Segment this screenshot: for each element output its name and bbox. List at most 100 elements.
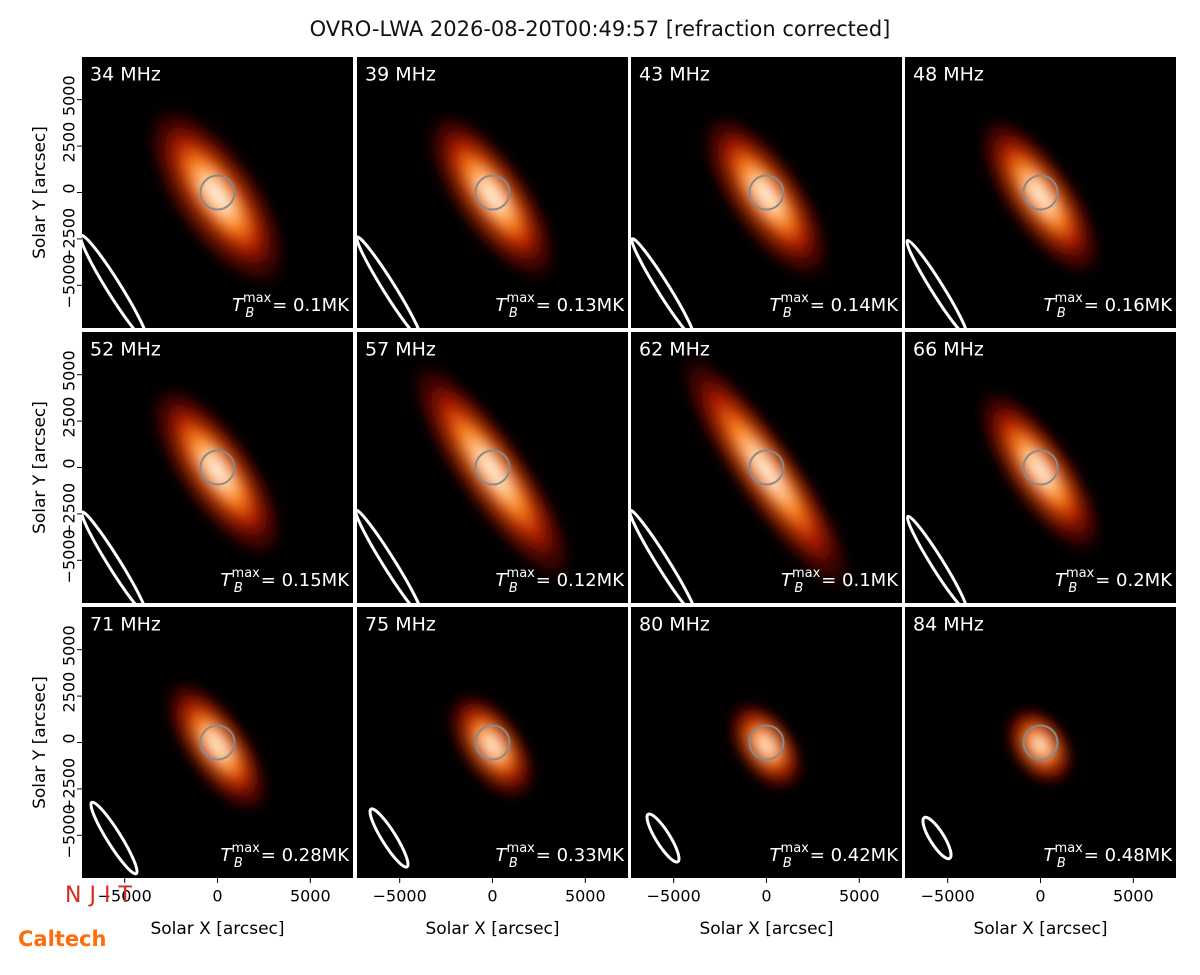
frequency-label: 39 MHz — [365, 64, 436, 86]
beam — [905, 514, 969, 603]
y-tick-label: −2500 — [60, 483, 79, 537]
frequency-label: 34 MHz — [90, 64, 161, 86]
tb-value: = 0.13MK — [536, 295, 625, 316]
emission — [986, 124, 1094, 267]
x-axis-label: Solar X [arcsec] — [150, 919, 284, 939]
panel — [357, 607, 628, 878]
tb-symbol-sup: max — [1055, 291, 1084, 306]
tb-value: = 0.28MK — [261, 845, 350, 866]
solar-disk — [1022, 449, 1059, 486]
emission — [159, 393, 275, 548]
tb-symbol: T — [496, 845, 509, 866]
tb-symbol: T — [221, 845, 234, 866]
tb-symbol-sub: B — [783, 306, 792, 321]
beam — [357, 508, 424, 603]
tb-symbol-sup: max — [243, 291, 272, 306]
tb-max-label: Tmax B = 0.2MK — [1055, 566, 1173, 596]
tb-value: = 0.33MK — [536, 845, 625, 866]
tb-max-label: Tmax B = 0.13MK — [496, 291, 626, 321]
frequency-label: 75 MHz — [365, 614, 436, 636]
frequency-label: 48 MHz — [913, 64, 984, 86]
caltech-logo: Caltech — [18, 927, 106, 951]
emission — [156, 115, 278, 276]
tb-symbol-sub: B — [245, 306, 254, 321]
x-tick-label: −5000 — [98, 887, 152, 906]
emission — [734, 706, 798, 785]
tb-symbol: T — [770, 295, 783, 316]
x-tick-label: −5000 — [647, 887, 701, 906]
solar-disk — [474, 174, 511, 211]
solar-disk — [748, 449, 785, 486]
panel — [357, 332, 628, 603]
beam — [631, 508, 698, 603]
x-tick-label: 0 — [1035, 887, 1045, 906]
frequency-label: 62 MHz — [639, 339, 710, 361]
panel — [905, 607, 1176, 878]
tb-value: = 0.2MK — [1095, 570, 1173, 591]
y-tick-label: 5000 — [60, 625, 79, 666]
panel — [82, 607, 353, 878]
tb-symbol: T — [1055, 570, 1068, 591]
beam — [82, 510, 148, 603]
beam — [645, 812, 681, 864]
emission — [985, 396, 1095, 544]
y-axis-label: Solar Y [arcsec] — [30, 676, 50, 809]
solar-disk — [199, 449, 236, 486]
tb-symbol-sup: max — [507, 566, 536, 581]
y-tick-label: −2500 — [60, 208, 79, 262]
panel — [631, 607, 902, 878]
tb-max-label: Tmax B = 0.1MK — [232, 291, 350, 321]
solar-disk — [199, 724, 236, 761]
tb-symbol-sup: max — [232, 841, 261, 856]
tb-symbol: T — [232, 295, 245, 316]
beam — [905, 238, 969, 328]
tb-max-label: Tmax B = 0.28MK — [221, 841, 351, 871]
beam — [368, 807, 410, 869]
panel — [631, 332, 902, 603]
panel — [82, 332, 353, 603]
tb-symbol-sub: B — [509, 581, 518, 596]
tb-symbol: T — [1044, 295, 1057, 316]
njit-logo: NJIT — [65, 883, 140, 908]
tb-symbol-sup: max — [1066, 566, 1095, 581]
panel — [905, 57, 1176, 328]
x-axis-label: Solar X [arcsec] — [425, 919, 559, 939]
tb-symbol-sub: B — [234, 581, 243, 596]
x-axis-label: Solar X [arcsec] — [973, 919, 1107, 939]
emission — [688, 362, 844, 578]
y-tick-label: 2500 — [60, 122, 79, 163]
y-tick-label: 2500 — [60, 397, 79, 438]
panel — [905, 332, 1176, 603]
tb-value: = 0.42MK — [810, 845, 899, 866]
panel — [82, 57, 353, 328]
tb-symbol-sub: B — [234, 856, 243, 871]
emission — [435, 119, 549, 271]
beam — [89, 800, 139, 876]
beam — [631, 237, 696, 328]
tb-value: = 0.15MK — [261, 570, 350, 591]
tb-symbol-sub: B — [783, 856, 792, 871]
frequency-label: 52 MHz — [90, 339, 161, 361]
emission — [172, 686, 262, 805]
y-tick-label: −5000 — [60, 804, 79, 858]
tb-value: = 0.1MK — [821, 570, 899, 591]
tb-symbol-sub: B — [1068, 581, 1077, 596]
solar-disk — [474, 449, 511, 486]
solar-disk — [748, 724, 785, 761]
tb-value: = 0.1MK — [272, 295, 350, 316]
y-tick-label: −5000 — [60, 254, 79, 308]
tb-symbol-sub: B — [509, 856, 518, 871]
solar-disk — [1022, 724, 1059, 761]
x-tick-label: 5000 — [839, 887, 880, 906]
tb-symbol: T — [1044, 845, 1057, 866]
tb-max-label: Tmax B = 0.33MK — [496, 841, 626, 871]
x-tick-label: −5000 — [373, 887, 427, 906]
tb-max-label: Tmax B = 0.48MK — [1044, 841, 1174, 871]
tb-symbol-sup: max — [232, 566, 261, 581]
tb-value: = 0.14MK — [810, 295, 899, 316]
x-tick-label: 5000 — [565, 887, 606, 906]
y-tick-label: 5000 — [60, 350, 79, 391]
frequency-label: 66 MHz — [913, 339, 984, 361]
solar-disk — [199, 174, 236, 211]
y-tick-label: 0 — [60, 183, 79, 193]
